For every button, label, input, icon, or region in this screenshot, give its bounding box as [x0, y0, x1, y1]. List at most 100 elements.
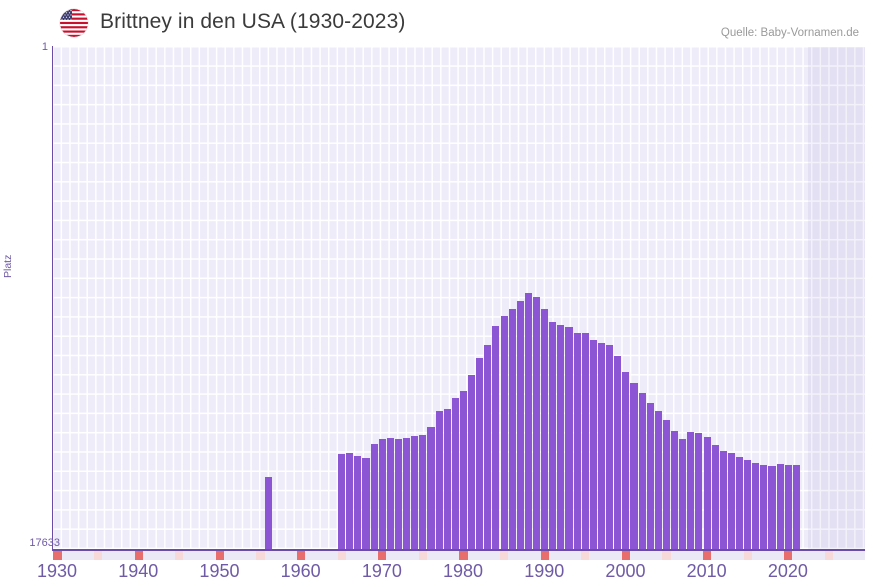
- bar-2015[interactable]: [744, 459, 752, 549]
- bar-1974[interactable]: [411, 436, 419, 549]
- bar-1999[interactable]: [614, 355, 622, 549]
- x-tick-1973: [402, 551, 411, 560]
- x-tick-1960: [297, 551, 306, 560]
- x-tick-1971: [386, 551, 395, 560]
- x-tick-2025: [824, 551, 833, 560]
- bar-1982[interactable]: [476, 358, 484, 549]
- x-tick-1937: [110, 551, 119, 560]
- x-tick-1967: [353, 551, 363, 560]
- bar-1996[interactable]: [589, 339, 597, 549]
- bar-1991[interactable]: [549, 321, 557, 549]
- x-tick-1985: [500, 551, 509, 560]
- x-axis-label-1990: 1990: [524, 561, 565, 581]
- bar-2007[interactable]: [679, 439, 687, 549]
- bar-1969[interactable]: [370, 443, 378, 549]
- bar-2013[interactable]: [727, 452, 735, 549]
- x-tick-1959: [288, 551, 298, 560]
- x-tick-1963: [321, 551, 330, 560]
- bar-2017[interactable]: [760, 464, 768, 549]
- x-tick-1982: [475, 551, 484, 560]
- bar-1997[interactable]: [597, 343, 606, 549]
- bar-1981[interactable]: [468, 374, 476, 549]
- x-tick-1968: [361, 551, 371, 560]
- x-tick-2027: [841, 551, 850, 560]
- x-axis-line: [52, 549, 865, 551]
- bar-1976[interactable]: [427, 427, 435, 549]
- bar-1983[interactable]: [484, 344, 492, 549]
- bar-2008[interactable]: [687, 431, 695, 549]
- bar-1988[interactable]: [524, 292, 532, 549]
- bar-2000[interactable]: [622, 371, 630, 549]
- x-tick-1949: [207, 551, 216, 560]
- bar-1972[interactable]: [394, 438, 403, 549]
- x-tick-1933: [77, 551, 86, 560]
- bar-1987[interactable]: [516, 300, 524, 549]
- x-tick-2006: [670, 551, 679, 560]
- bar-1967[interactable]: [354, 455, 362, 549]
- x-tick-1936: [102, 551, 111, 560]
- x-tick-1975: [418, 551, 427, 560]
- bar-1980[interactable]: [459, 391, 467, 549]
- bar-2020[interactable]: [784, 464, 792, 549]
- bar-1978[interactable]: [443, 408, 451, 549]
- bar-1965[interactable]: [338, 454, 346, 549]
- x-tick-1955: [256, 551, 265, 560]
- bar-1977[interactable]: [435, 411, 443, 549]
- bar-1989[interactable]: [532, 296, 541, 549]
- bar-2021[interactable]: [792, 464, 800, 549]
- x-tick-1954: [248, 551, 257, 560]
- bar-2005[interactable]: [662, 420, 670, 549]
- bar-2003[interactable]: [646, 402, 654, 549]
- x-tick-2019: [776, 551, 785, 560]
- x-axis-label-2010: 2010: [686, 561, 727, 581]
- bar-1973[interactable]: [403, 438, 411, 549]
- bar-1968[interactable]: [362, 458, 370, 549]
- x-tick-1976: [426, 551, 436, 560]
- x-axis-label-1930: 1930: [37, 561, 78, 581]
- x-tick-1965: [337, 551, 346, 560]
- x-tick-2016: [751, 551, 760, 560]
- x-tick-1996: [589, 551, 598, 560]
- bar-2001[interactable]: [630, 383, 638, 549]
- bar-1998[interactable]: [606, 344, 614, 549]
- bar-1984[interactable]: [492, 326, 500, 549]
- bar-2004[interactable]: [654, 411, 662, 549]
- bar-1975[interactable]: [419, 434, 427, 549]
- bar-2012[interactable]: [719, 450, 727, 549]
- bar-1971[interactable]: [386, 438, 394, 549]
- bar-2010[interactable]: [703, 437, 711, 549]
- bar-1956[interactable]: [265, 477, 273, 549]
- y-axis-top-label: 1: [41, 41, 48, 53]
- x-tick-2000: [621, 551, 630, 560]
- x-tick-1987: [516, 551, 525, 560]
- bar-1995[interactable]: [581, 332, 589, 549]
- x-tick-1961: [305, 551, 314, 560]
- bar-1993[interactable]: [565, 327, 573, 549]
- x-tick-1970: [378, 551, 387, 560]
- bar-1992[interactable]: [557, 325, 565, 549]
- bar-1979[interactable]: [451, 397, 459, 549]
- bar-2014[interactable]: [735, 457, 744, 549]
- bar-2002[interactable]: [638, 393, 646, 549]
- bar-2011[interactable]: [711, 444, 719, 549]
- bar-series: [53, 47, 865, 549]
- bar-1970[interactable]: [378, 438, 386, 549]
- bar-2009[interactable]: [695, 432, 703, 549]
- bar-2016[interactable]: [752, 462, 760, 549]
- x-tick-1964: [329, 551, 338, 560]
- bar-1986[interactable]: [508, 309, 516, 549]
- bar-1990[interactable]: [541, 309, 549, 549]
- x-axis-label-2020: 2020: [767, 561, 808, 581]
- x-tick-2023: [808, 551, 817, 560]
- bar-2018[interactable]: [768, 465, 776, 549]
- x-tick-1992: [556, 551, 566, 560]
- bar-1966[interactable]: [346, 453, 354, 549]
- bar-2019[interactable]: [776, 464, 784, 549]
- x-tick-2013: [727, 551, 736, 560]
- x-tick-1999: [613, 551, 622, 560]
- x-tick-2012: [719, 551, 728, 560]
- x-tick-1984: [491, 551, 501, 560]
- bar-2006[interactable]: [671, 430, 679, 549]
- bar-1994[interactable]: [573, 332, 581, 549]
- bar-1985[interactable]: [500, 316, 508, 549]
